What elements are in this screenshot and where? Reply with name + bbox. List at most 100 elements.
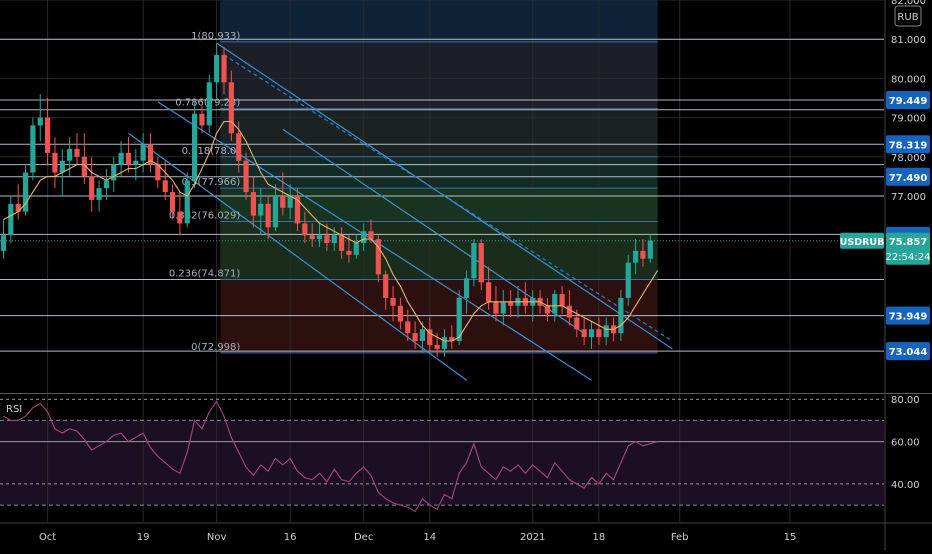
candle-body [434,344,440,349]
currency-badge[interactable]: RUB [894,5,922,27]
channel-line [157,101,592,381]
fib-band [220,0,658,42]
candle-body [618,297,624,334]
bar-countdown: 22:54:24 [886,252,931,263]
candle-body [272,196,279,228]
candle [544,297,550,322]
candle-body [390,297,396,306]
symbol-badge-bg [840,232,884,249]
candle-body [339,235,345,251]
candle [618,290,624,342]
candle-body [103,180,109,189]
price-badge-bg [886,306,930,325]
candle-body [214,54,220,83]
candle [118,141,124,177]
price-badge-bg [886,90,930,109]
candle [603,317,609,345]
currency-badge-text: RUB [897,12,918,23]
candle [37,94,43,142]
candle [559,286,565,314]
candle-body [228,82,234,134]
candle [361,223,367,251]
price-badge-text: 73.044 [889,347,928,358]
candle [456,290,462,345]
candle-body [199,113,205,126]
candle-body [375,239,381,275]
time-tick-label: 19 [137,532,150,543]
candle [111,156,117,193]
candle-body [588,329,595,338]
candle-body [493,301,499,314]
candle [471,239,477,287]
candle [287,184,293,220]
candle [463,270,470,314]
candle [15,184,21,220]
candle-body [147,145,154,165]
candle-body [463,278,470,298]
candle-body [471,243,477,279]
symbol-badge: USDRUB [840,232,884,249]
candle-body [566,305,573,318]
fib-level-label: 1(80.933) [191,31,240,42]
price-badge: 78.319 [886,135,930,154]
price-badge: 73.044 [886,342,930,361]
candle [581,317,587,345]
time-tick-label: 14 [423,532,436,543]
time-tick-label: 18 [592,532,605,543]
candle [647,235,653,263]
candle [486,266,492,310]
candle-body [15,203,21,212]
price-badge-text: 77.490 [889,173,928,184]
candle-body [162,180,168,193]
candle-body [125,152,132,165]
candle-body [647,240,653,259]
candle-body [625,262,631,298]
candle [52,137,58,189]
candle [449,325,455,349]
candle [184,172,190,228]
candle [294,188,301,232]
candle [339,227,345,259]
candle [280,172,286,216]
candle-body [633,250,639,263]
candle-body [236,133,242,161]
candle [383,270,389,310]
time-tick-label: Oct [39,532,56,543]
moving-average-line [3,120,659,342]
candle-body [544,305,550,314]
price-badge-bg [886,135,930,154]
channel-line [128,132,467,381]
candle-body [441,337,448,349]
candle-body [383,274,389,298]
candle [478,239,484,291]
candle [133,148,139,181]
candle-body [37,117,43,126]
currency-badge-box[interactable] [894,5,922,27]
candle [566,290,573,326]
candle-body [243,160,249,193]
candle-body [184,180,190,224]
price-badge-text: 73.949 [889,312,928,323]
candle-body [412,333,418,342]
price-tick-label: 82.000 [891,0,926,7]
candle [228,70,234,142]
candle [140,133,146,173]
candle-body [559,294,565,306]
candle [625,254,631,306]
candle [67,137,73,177]
candle-body [287,196,293,208]
candle-body [581,329,587,338]
candle [162,160,168,200]
candle [633,239,639,275]
candle-body [155,164,161,181]
fib-level-label: 0.5(77.966) [182,177,241,188]
channel-line [223,54,673,342]
time-tick-label: 16 [284,532,297,543]
candle-body [8,203,14,236]
candle-body [405,321,411,334]
candle-body [486,282,492,302]
price-badge-bg [886,342,930,361]
rsi-line [3,400,658,513]
